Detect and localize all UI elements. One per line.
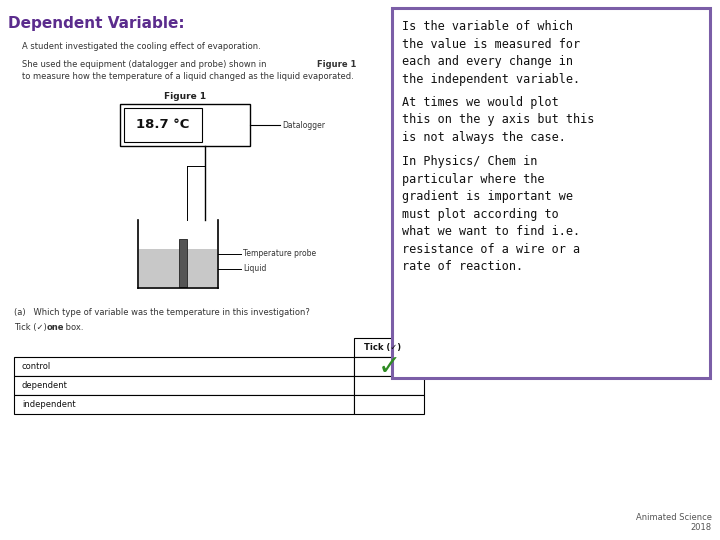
Text: one: one <box>47 323 65 332</box>
Bar <box>14 357 354 376</box>
Bar <box>354 376 424 395</box>
Text: box.: box. <box>63 323 84 332</box>
Text: (a)   Which type of variable was the temperature in this investigation?: (a) Which type of variable was the tempe… <box>14 308 310 317</box>
Bar <box>354 338 424 357</box>
Text: Tick (✓): Tick (✓) <box>14 323 50 332</box>
Text: Is the variable of which
the value is measured for
each and every change in
the : Is the variable of which the value is me… <box>402 20 580 85</box>
Text: At times we would plot
this on the y axis but this
is not always the case.: At times we would plot this on the y axi… <box>402 96 595 144</box>
Text: control: control <box>22 362 51 371</box>
Text: 18.7 °C: 18.7 °C <box>136 118 189 132</box>
Bar <box>354 395 424 414</box>
Text: independent: independent <box>22 400 76 409</box>
Text: Dependent Variable:: Dependent Variable: <box>8 16 184 31</box>
Text: Liquid: Liquid <box>243 264 266 273</box>
Bar <box>124 108 202 142</box>
Bar <box>179 239 187 287</box>
Text: In Physics/ Chem in
particular where the
gradient is important we
must plot acco: In Physics/ Chem in particular where the… <box>402 155 580 273</box>
Bar <box>392 8 710 378</box>
Text: dependent: dependent <box>22 381 68 390</box>
Text: Figure 1: Figure 1 <box>317 60 356 69</box>
Text: She used the equipment (datalogger and probe) shown in: She used the equipment (datalogger and p… <box>22 60 269 69</box>
Bar <box>120 104 250 146</box>
Bar <box>139 248 217 287</box>
Text: Datalogger: Datalogger <box>282 120 325 130</box>
Bar <box>354 357 424 376</box>
Bar <box>14 395 354 414</box>
Text: to measure how the temperature of a liquid changed as the liquid evaporated.: to measure how the temperature of a liqu… <box>22 72 354 81</box>
Bar <box>14 376 354 395</box>
Text: ✓: ✓ <box>377 354 400 381</box>
Text: Tick (✓): Tick (✓) <box>364 343 402 352</box>
Text: Temperature probe: Temperature probe <box>243 249 316 258</box>
Text: Figure 1: Figure 1 <box>164 92 206 101</box>
Text: A student investigated the cooling effect of evaporation.: A student investigated the cooling effec… <box>22 42 261 51</box>
Text: Animated Science
2018: Animated Science 2018 <box>636 512 712 532</box>
